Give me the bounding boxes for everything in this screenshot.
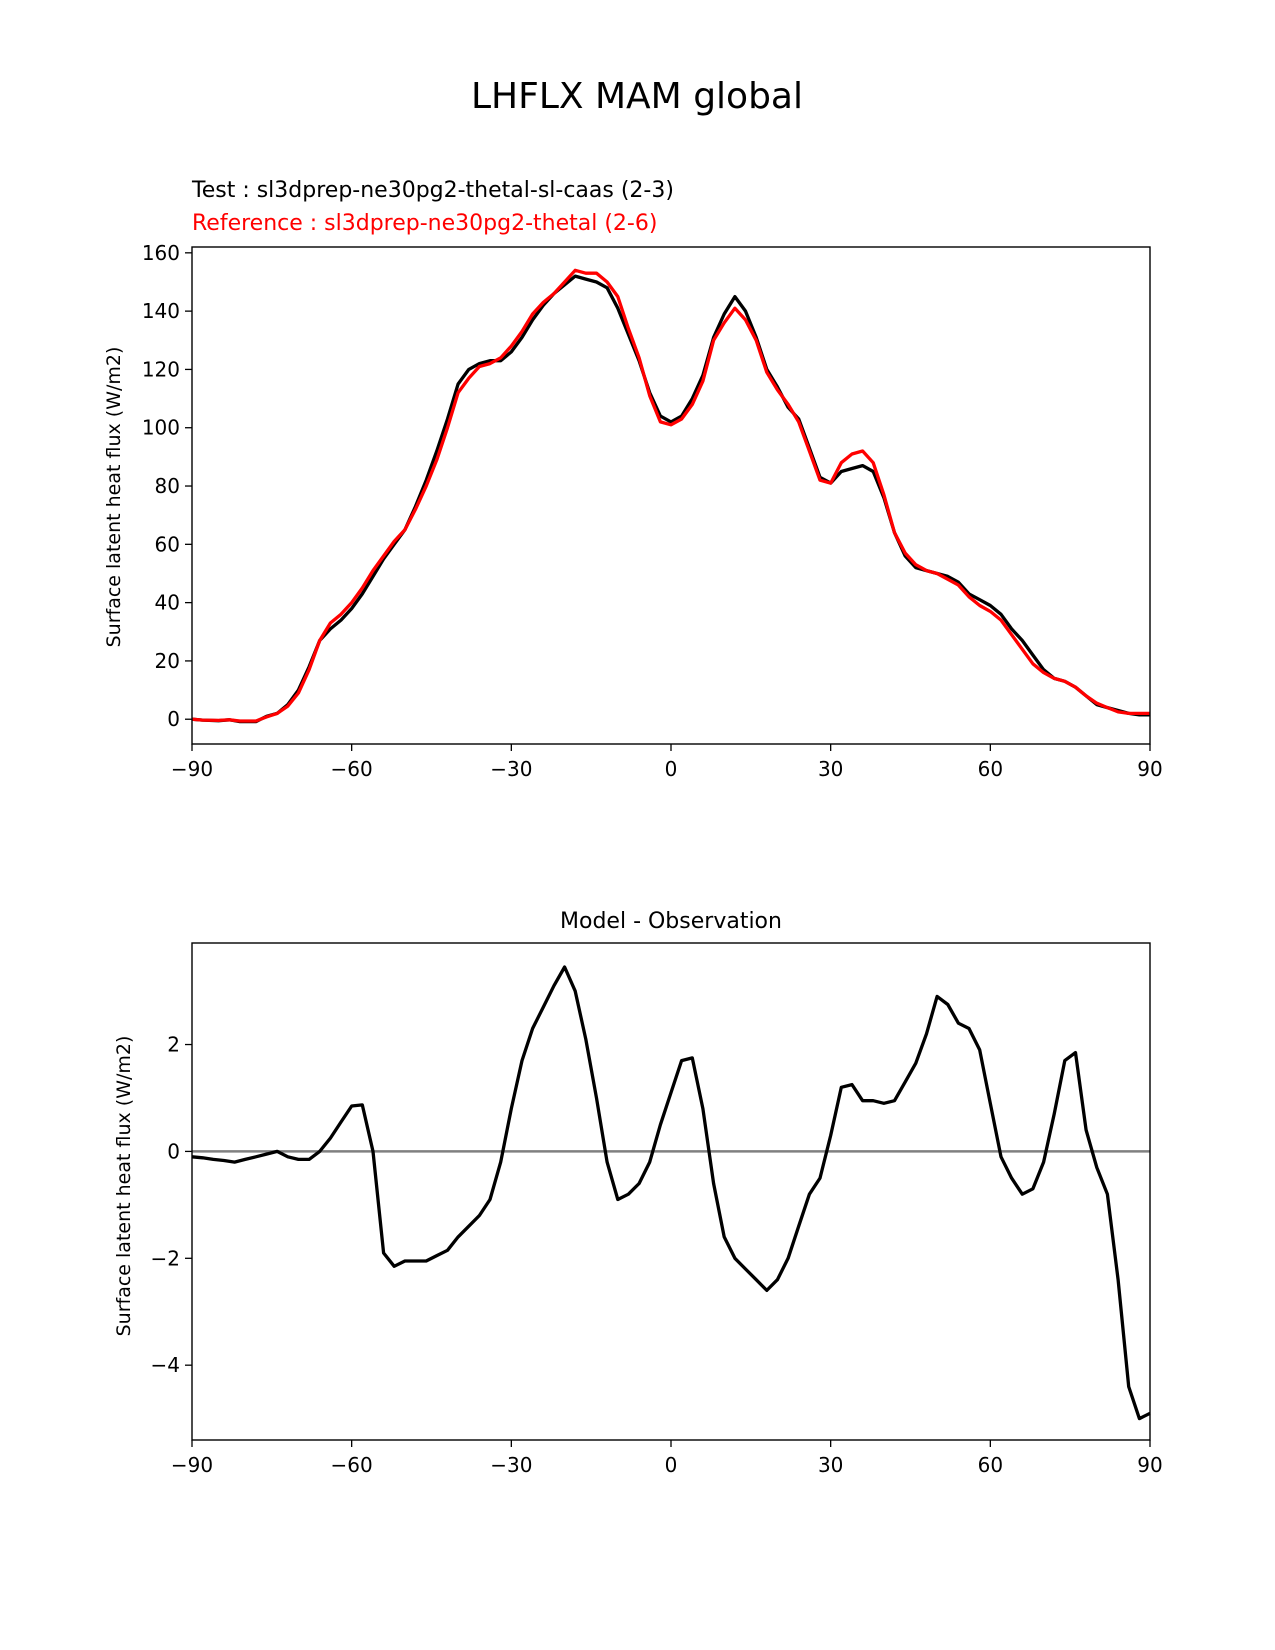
top-xtick-label: 60 — [978, 757, 1003, 781]
bottom-ytick-label: −4 — [151, 1353, 180, 1377]
top-ytick-label: 80 — [155, 474, 180, 498]
bottom-panel: Model - Observation Surface latent heat … — [113, 909, 1163, 1477]
bottom-xtick-label: −90 — [171, 1453, 213, 1477]
bottom-ylabel: Surface latent heat flux (W/m2) — [113, 1036, 135, 1337]
bottom-xtick-label: 60 — [978, 1453, 1003, 1477]
top-xtick-label: −90 — [171, 757, 213, 781]
top-xtick-label: 0 — [665, 757, 678, 781]
top-ylabel: Surface latent heat flux (W/m2) — [103, 347, 125, 648]
top-ytick-label: 60 — [155, 532, 180, 556]
bottom-series-line-0 — [191, 965, 1151, 1421]
top-axes-frame — [191, 246, 1151, 745]
bottom-axes-frame — [191, 942, 1151, 1441]
top-ytick-label: 40 — [155, 591, 180, 615]
top-ytick-label: 160 — [142, 241, 180, 265]
top-xtick-label: −30 — [490, 757, 532, 781]
top-ytick-label: 140 — [142, 299, 180, 323]
bottom-ticks: −90 −60 −30 0 30 60 90 2 0 −2 −4 — [151, 1033, 1163, 1477]
top-ytick-label: 20 — [155, 649, 180, 673]
bottom-xtick-label: 0 — [665, 1453, 678, 1477]
top-xtick-label: 30 — [818, 757, 843, 781]
bottom-ytick-label: 2 — [167, 1033, 180, 1057]
top-series — [191, 268, 1150, 724]
bottom-xtick-label: 90 — [1137, 1453, 1162, 1477]
top-ticks: −90 −60 −30 0 30 60 90 0 20 40 60 80 100 120 140 160 — [142, 241, 1163, 781]
top-ytick-label: 120 — [142, 357, 180, 381]
bottom-xtick-label: −60 — [331, 1453, 373, 1477]
bottom-series — [191, 965, 1151, 1421]
reference-label: Reference : sl3dprep-ne30pg2-thetal (2-6… — [192, 211, 657, 236]
bottom-ytick-label: 0 — [167, 1139, 180, 1163]
top-xtick-label: −60 — [331, 757, 373, 781]
bottom-title: Model - Observation — [560, 909, 782, 934]
top-series-line-1 — [191, 268, 1150, 723]
bottom-ytick-label: −2 — [151, 1246, 180, 1270]
bottom-xtick-label: −30 — [490, 1453, 532, 1477]
test-label: Test : sl3dprep-ne30pg2-thetal-sl-caas (… — [191, 178, 674, 203]
top-panel: Test : sl3dprep-ne30pg2-thetal-sl-caas (… — [103, 178, 1163, 781]
figure-title: LHFLX MAM global — [471, 76, 803, 117]
top-ytick-label: 100 — [142, 416, 180, 440]
bottom-xtick-label: 30 — [818, 1453, 843, 1477]
top-series-line-0 — [191, 274, 1150, 724]
top-ytick-label: 0 — [167, 707, 180, 731]
top-xtick-label: 90 — [1137, 757, 1162, 781]
